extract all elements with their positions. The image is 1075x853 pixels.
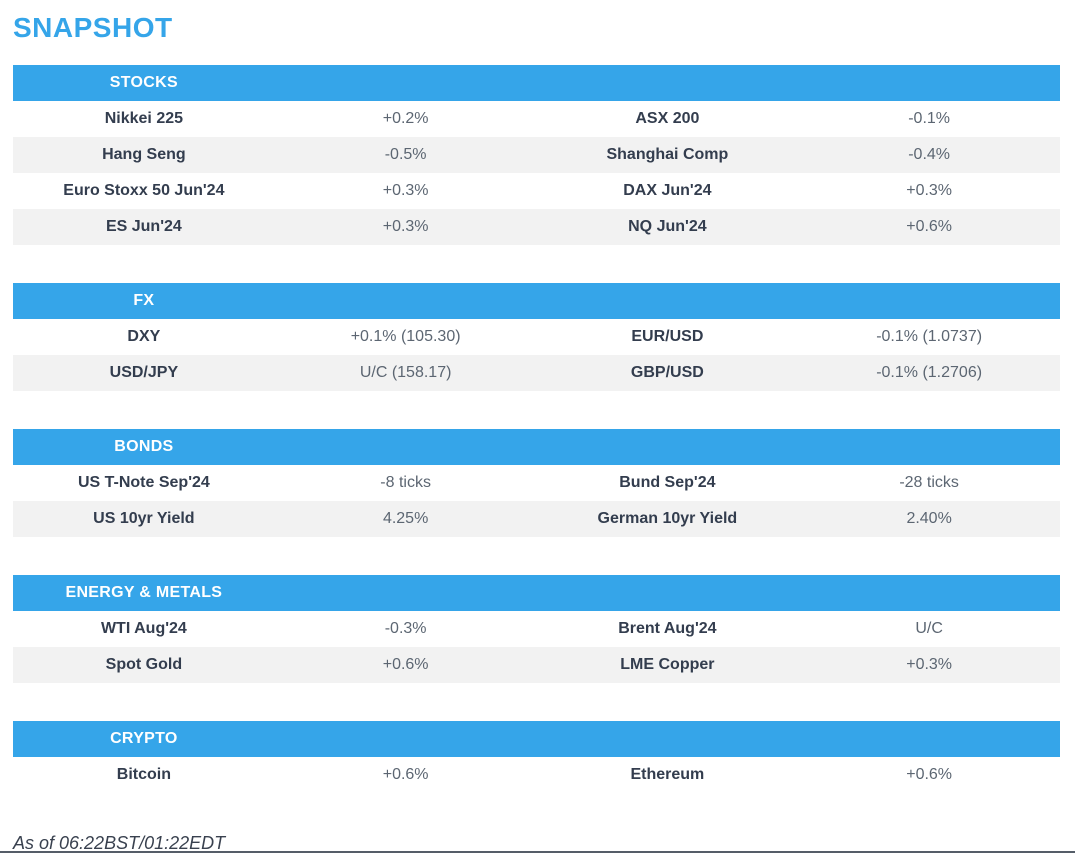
- sections-container: STOCKS Nikkei 225 +0.2% ASX 200 -0.1% Hang Se…: [13, 65, 1060, 793]
- section-table-stocks: STOCKS Nikkei 225 +0.2% ASX 200 -0.1% Hang Se…: [13, 65, 1060, 245]
- instrument-value: +0.6%: [382, 656, 429, 673]
- section-title: CRYPTO: [110, 730, 178, 747]
- instrument-value: +0.6%: [906, 218, 953, 235]
- page-title: SNAPSHOT: [13, 12, 173, 43]
- table-row: Hang Seng -0.5% Shanghai Comp -0.4%: [13, 137, 1060, 173]
- table-row: Bitcoin +0.6% Ethereum +0.6%: [13, 757, 1060, 793]
- table-row: Nikkei 225 +0.2% ASX 200 -0.1%: [13, 101, 1060, 137]
- instrument-label: USD/JPY: [109, 364, 179, 381]
- section-table-energy-metals: ENERGY & METALS WTI Aug'24 -0.3% Brent Aug'…: [13, 575, 1060, 683]
- section-title: BONDS: [114, 438, 174, 455]
- instrument-value: -0.1% (1.2706): [876, 364, 983, 381]
- instrument-label: ASX 200: [635, 110, 700, 127]
- instrument-label: DAX Jun'24: [623, 182, 712, 199]
- instrument-label: Ethereum: [630, 766, 705, 783]
- section-header: FX: [13, 283, 1060, 319]
- section-header: ENERGY & METALS: [13, 575, 1060, 611]
- instrument-value: +0.6%: [382, 766, 429, 783]
- instrument-value: +0.1% (105.30): [350, 328, 461, 345]
- section-header: BONDS: [13, 429, 1060, 465]
- table-row: Euro Stoxx 50 Jun'24 +0.3% DAX Jun'24 +0.3%: [13, 173, 1060, 209]
- instrument-value: -0.5%: [384, 146, 427, 163]
- instrument-label: ES Jun'24: [105, 218, 182, 235]
- instrument-value: U/C (158.17): [359, 364, 452, 381]
- instrument-value: U/C: [915, 620, 943, 637]
- section-table-bonds: BONDS US T-Note Sep'24 -8 ticks Bund Sep'24…: [13, 429, 1060, 537]
- section-header: STOCKS: [13, 65, 1060, 101]
- instrument-value: +0.3%: [906, 656, 953, 673]
- table-row: DXY +0.1% (105.30) EUR/USD -0.1% (1.0737): [13, 319, 1060, 355]
- table-row: ES Jun'24 +0.3% NQ Jun'24 +0.6%: [13, 209, 1060, 245]
- table-row: USD/JPY U/C (158.17) GBP/USD -0.1% (1.2706): [13, 355, 1060, 391]
- instrument-value: -0.4%: [908, 146, 951, 163]
- instrument-value: +0.3%: [382, 182, 429, 199]
- instrument-label: Hang Seng: [102, 146, 186, 163]
- instrument-label: Bitcoin: [116, 766, 171, 783]
- table-row: WTI Aug'24 -0.3% Brent Aug'24 U/C: [13, 611, 1060, 647]
- instrument-label: Euro Stoxx 50 Jun'24: [63, 182, 225, 199]
- instrument-label: WTI Aug'24: [100, 620, 187, 637]
- instrument-value: +0.6%: [906, 766, 953, 783]
- instrument-label: DXY: [127, 328, 161, 345]
- instrument-label: LME Copper: [620, 656, 715, 673]
- table-row: Spot Gold +0.6% LME Copper +0.3%: [13, 647, 1060, 683]
- table-row: US T-Note Sep'24 -8 ticks Bund Sep'24 -28 t…: [13, 465, 1060, 501]
- instrument-label: German 10yr Yield: [597, 510, 738, 527]
- instrument-label: Shanghai Comp: [606, 146, 729, 163]
- instrument-value: 2.40%: [906, 510, 952, 527]
- section-table-crypto: CRYPTO Bitcoin +0.6% Ethereum +0.6%: [13, 721, 1060, 793]
- instrument-value: -28 ticks: [899, 474, 959, 491]
- instrument-value: -8 ticks: [380, 474, 431, 491]
- section-title: FX: [133, 292, 155, 309]
- section-title: ENERGY & METALS: [65, 584, 223, 601]
- instrument-label: Nikkei 225: [104, 110, 184, 127]
- instrument-label: Spot Gold: [105, 656, 183, 673]
- section-table-fx: FX DXY +0.1% (105.30) EUR/USD -0.1% (1.0737)…: [13, 283, 1060, 391]
- instrument-label: Brent Aug'24: [618, 620, 717, 637]
- instrument-label: Bund Sep'24: [619, 474, 716, 491]
- bottom-divider: [0, 851, 1075, 853]
- instrument-label: GBP/USD: [630, 364, 704, 381]
- instrument-value: -0.3%: [384, 620, 427, 637]
- section-header: CRYPTO: [13, 721, 1060, 757]
- table-row: US 10yr Yield 4.25% German 10yr Yield 2.40%: [13, 501, 1060, 537]
- instrument-label: NQ Jun'24: [628, 218, 707, 235]
- instrument-value: +0.3%: [906, 182, 953, 199]
- as-of-timestamp: As of 06:22BST/01:22EDT: [13, 833, 226, 853]
- instrument-value: 4.25%: [382, 510, 429, 527]
- instrument-label: US 10yr Yield: [93, 510, 195, 527]
- instrument-value: -0.1% (1.0737): [876, 328, 983, 345]
- instrument-value: +0.3%: [382, 218, 429, 235]
- section-title: STOCKS: [109, 74, 178, 91]
- instrument-label: US T-Note Sep'24: [77, 474, 210, 491]
- instrument-value: +0.2%: [382, 110, 429, 127]
- instrument-value: -0.1%: [908, 110, 951, 127]
- instrument-label: EUR/USD: [631, 328, 704, 345]
